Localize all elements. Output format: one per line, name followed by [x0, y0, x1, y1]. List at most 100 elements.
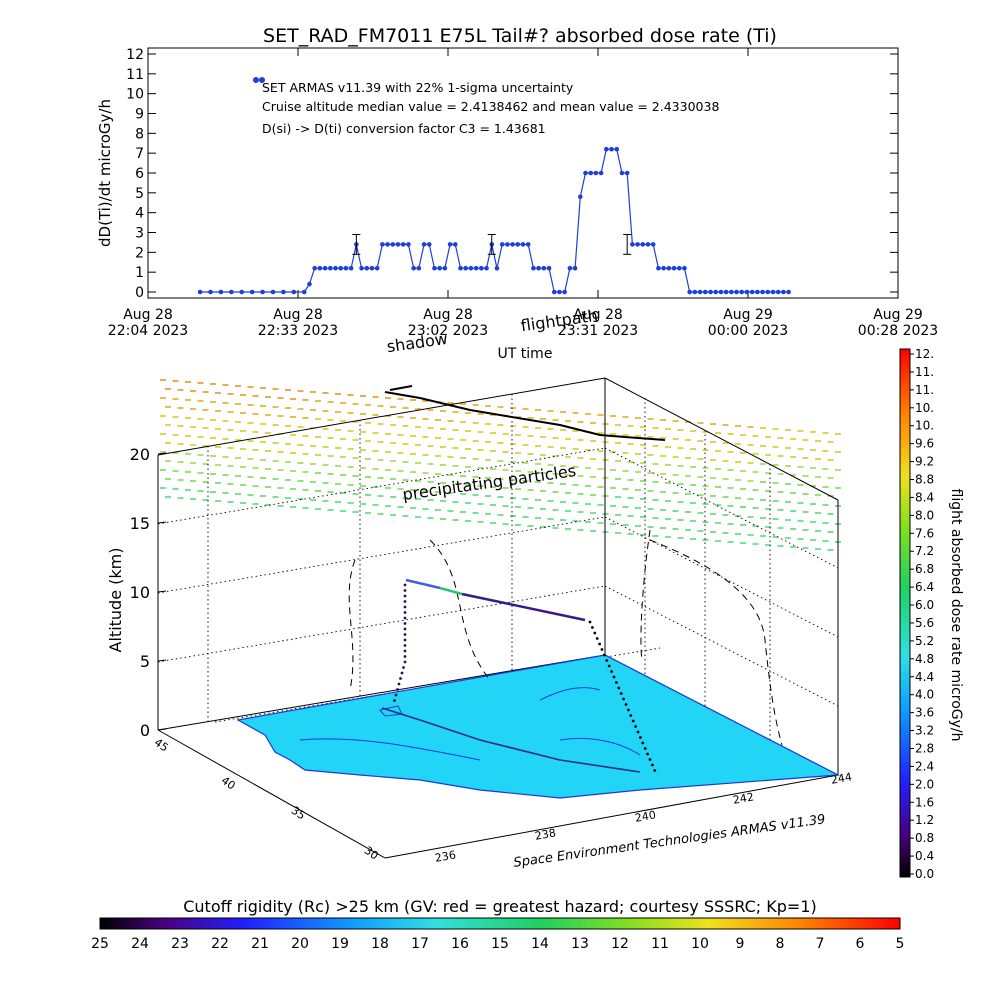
- data-point: [473, 265, 479, 271]
- data-point: [421, 242, 427, 247]
- data-point: [270, 289, 276, 295]
- data-point: [307, 281, 312, 287]
- x-tick-label: 00:28 2023: [858, 323, 938, 339]
- altitude-axis: 0 5 10 15 20: [130, 445, 167, 740]
- data-point: [697, 289, 703, 295]
- data-point: [739, 289, 745, 295]
- colorbar-tick-label: 11.: [915, 383, 934, 397]
- rigidity-tick-label: 21: [251, 936, 269, 952]
- ascent-point: [403, 622, 407, 625]
- colorbar-tick-label: 0.8: [915, 831, 934, 845]
- data-point: [197, 289, 203, 295]
- y-tick-label: 11: [126, 67, 144, 83]
- ascent-point: [403, 644, 407, 647]
- flight-segment: [405, 578, 441, 590]
- data-point: [317, 265, 323, 271]
- rigidity-tick-label: 14: [531, 936, 549, 952]
- data-point: [541, 265, 547, 271]
- descent-point: [619, 692, 623, 695]
- ascent-point: [403, 594, 407, 598]
- data-point: [239, 289, 245, 295]
- y-tick-label: 1: [135, 265, 144, 281]
- data-point: [588, 170, 594, 176]
- descent-point: [612, 675, 616, 679]
- y-tick-label: 4: [135, 206, 144, 222]
- z-tick: [157, 728, 167, 731]
- data-point: [432, 265, 437, 271]
- rigidity-tick-label: 19: [331, 936, 349, 952]
- data-point: [426, 242, 432, 247]
- shadow-track: [384, 391, 666, 441]
- data-point: [468, 265, 474, 271]
- data-point: [676, 265, 682, 271]
- colorbar-tick-label: 5.6: [915, 616, 934, 630]
- data-point: [322, 265, 328, 271]
- colorbar-tick-label: 4.8: [915, 652, 934, 666]
- colorbar-tick-label: 2.4: [915, 759, 934, 773]
- lat-tick-label: 40: [219, 774, 238, 793]
- colorbar-tick-label: 9.6: [915, 437, 934, 451]
- descent-point: [634, 725, 637, 728]
- colorbar-tick-label: 8.4: [915, 490, 934, 504]
- data-point: [671, 265, 677, 271]
- data-point: [562, 289, 567, 295]
- descent-point: [610, 670, 613, 673]
- data-point: [604, 146, 609, 152]
- data-point: [702, 289, 708, 295]
- altitude-label: Altitude (km): [106, 548, 125, 653]
- descent-point: [636, 730, 640, 734]
- data-point: [327, 265, 333, 271]
- data-point: [723, 289, 729, 295]
- data-point: [760, 289, 765, 295]
- ascent-point: [403, 660, 407, 664]
- descent-point: [624, 703, 628, 706]
- annotation-2: Cruise altitude median value = 2.4138462…: [262, 99, 719, 114]
- colorbar-tick-label: 2.8: [915, 741, 934, 755]
- data-point: [525, 242, 531, 247]
- z-tick-label: 10: [130, 583, 150, 602]
- data-point: [557, 289, 562, 295]
- lon-tick-label: 236: [434, 848, 457, 864]
- data-point: [452, 242, 458, 247]
- flight-track-3d: [405, 578, 586, 622]
- data-point: [442, 265, 448, 271]
- colorbar-tick-label: 4.0: [915, 688, 934, 702]
- data-point: [786, 289, 791, 295]
- descent-point: [591, 626, 594, 629]
- y-axis-label: dD(Ti)/dt microGy/h: [96, 99, 114, 247]
- y-tick-label: 0: [135, 285, 144, 301]
- rigidity-tick-label: 7: [816, 936, 825, 952]
- data-point: [395, 242, 401, 247]
- lon-tick-label: 242: [732, 790, 755, 806]
- ascent-point: [399, 677, 402, 680]
- data-point: [619, 170, 625, 176]
- data-point: [744, 289, 750, 295]
- data-point: [718, 289, 724, 295]
- x-tick-label: 23:02 2023: [408, 323, 488, 339]
- data-point: [734, 289, 739, 295]
- rigidity-tick-label: 18: [371, 936, 389, 952]
- colorbar-tick-label: 10.: [915, 419, 934, 433]
- data-point: [411, 265, 416, 271]
- data-point: [609, 146, 614, 152]
- y-tick-label: 8: [135, 126, 144, 142]
- data-point: [729, 289, 734, 295]
- descent-point: [607, 664, 611, 668]
- precipitating-particles-field: [160, 379, 841, 551]
- data-point: [749, 289, 755, 295]
- data-point: [312, 265, 317, 271]
- colorbar-tick-label: 7.2: [915, 544, 934, 558]
- y-tick-label: 2: [135, 245, 144, 261]
- colorbar-tick-label: 8.8: [915, 473, 934, 487]
- x-axis-label: UT time: [498, 346, 553, 362]
- data-point: [781, 289, 786, 295]
- descent-point: [631, 719, 635, 723]
- descent-point: [593, 631, 597, 635]
- ascent-point: [403, 589, 407, 592]
- colorbar-tick-label: 6.8: [915, 562, 934, 576]
- descent-point: [617, 686, 621, 690]
- descent-point: [600, 648, 604, 651]
- y-tick-label: 7: [135, 146, 144, 162]
- colorbar-tick-label: 5.2: [915, 634, 934, 648]
